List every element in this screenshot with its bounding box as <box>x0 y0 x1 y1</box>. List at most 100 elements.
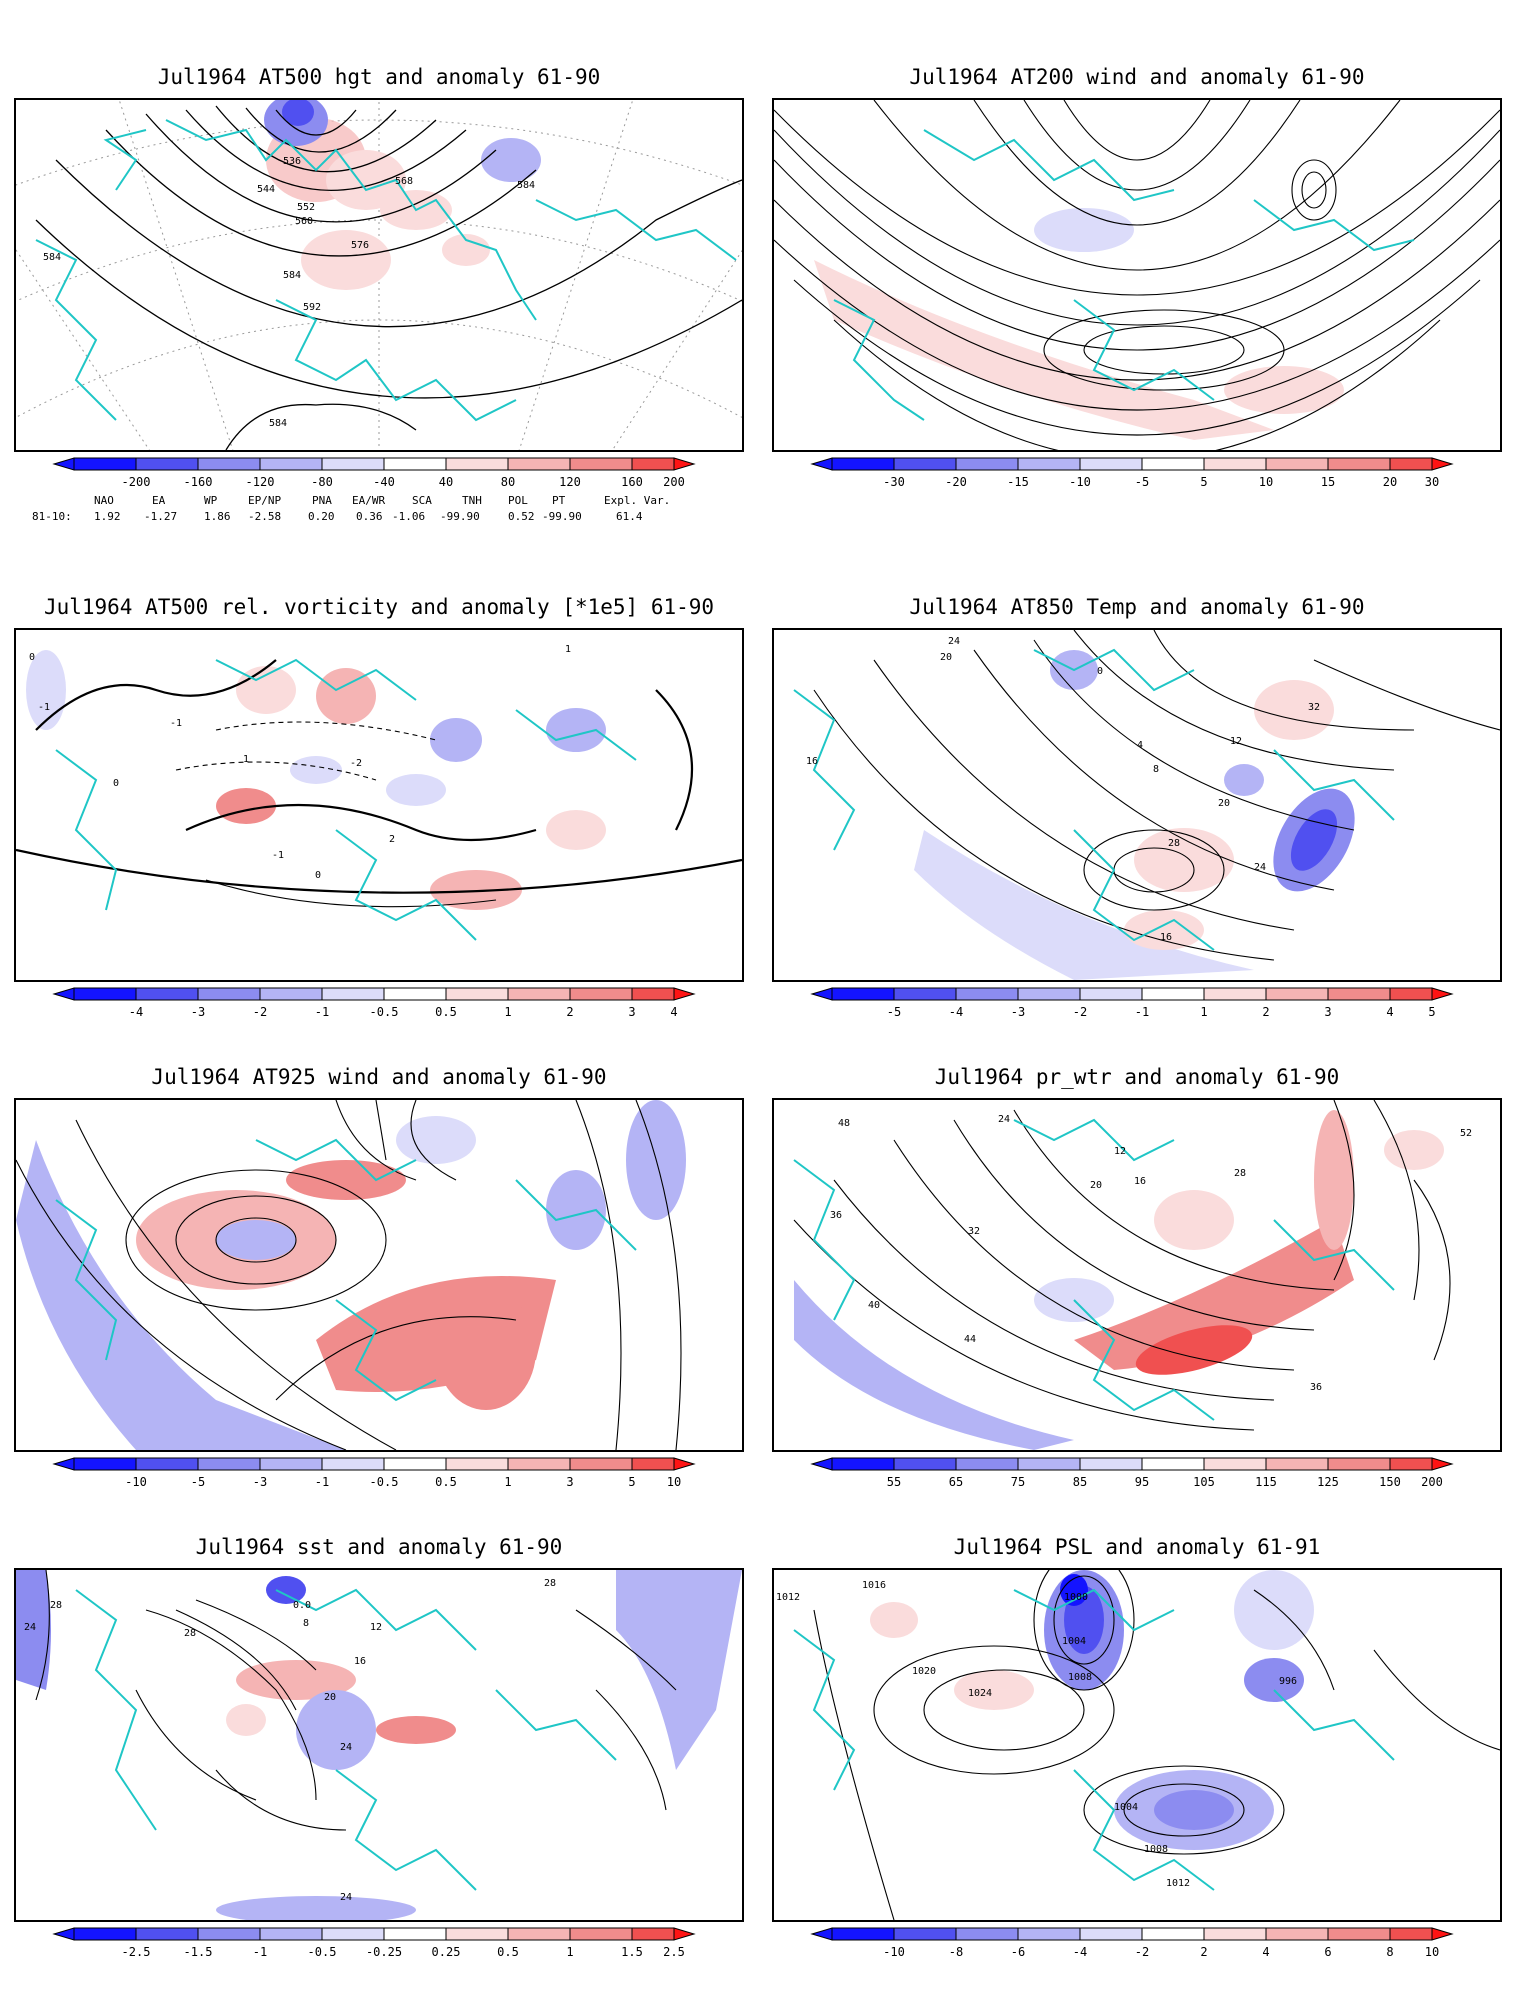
colorbar-tick: 65 <box>949 1475 963 1489</box>
map-hgt500: 536 544 552 560 568 576 584 584 592 584 … <box>14 98 744 452</box>
colorbar-tick: -5 <box>191 1475 205 1489</box>
colorbar-tick: 5 <box>628 1475 635 1489</box>
contour-label: 1000 <box>1064 1592 1088 1603</box>
colorbar-tick: 1 <box>504 1005 511 1019</box>
index-header: NAO <box>94 494 114 507</box>
colorbar-tick: -5 <box>887 1005 901 1019</box>
contour-label: 44 <box>964 1334 976 1345</box>
colorbar-tick: -6 <box>1011 1945 1025 1959</box>
colorbar-tick: 80 <box>501 475 515 489</box>
contour-label: 1004 <box>1114 1802 1138 1813</box>
contour-label: 584 <box>269 418 287 429</box>
contour-label: 576 <box>351 240 369 251</box>
colorbar-tick: 1 <box>1200 1005 1207 1019</box>
colorbar-tick: -15 <box>1007 475 1029 489</box>
contour-label: 16 <box>1160 932 1172 943</box>
panel-title: Jul1964 pr_wtr and anomaly 61-90 <box>934 1065 1340 1089</box>
colorbar-tick: -2.5 <box>122 1945 151 1959</box>
index-header: Expl. Var. <box>604 494 671 507</box>
colorbar-graphic: -200 -160 -120 -80 -40 40 80 120 160 200 <box>52 457 696 489</box>
map-prwtr: 48 36 32 24 12 16 20 40 44 52 28 36 <box>772 1098 1502 1452</box>
contour-label: 584 <box>517 180 535 191</box>
contour-label: 8 <box>303 1618 309 1629</box>
contour-label: 28 <box>544 1578 556 1589</box>
colorbar: 55 65 75 85 95 105 115 125 150 200 <box>810 1457 1472 1492</box>
colorbar-tick: -1 <box>315 1005 329 1019</box>
colorbar: -5 -4 -3 -2 -1 1 2 3 4 5 <box>810 987 1472 1022</box>
contour-label: 0 <box>1097 666 1103 677</box>
contour-label: 36 <box>830 1210 842 1221</box>
colorbar-tick: 2 <box>1262 1005 1269 1019</box>
colorbar-tick: 2 <box>566 1005 573 1019</box>
contour-label: 0 <box>113 778 119 789</box>
contour-label: 28 <box>184 1628 196 1639</box>
panel-title: Jul1964 sst and anomaly 61-90 <box>195 1535 563 1559</box>
colorbar-tick: -160 <box>184 475 213 489</box>
colorbar-tick: 30 <box>1425 475 1439 489</box>
colorbar-tick: 6 <box>1324 1945 1331 1959</box>
colorbar-tick: -0.5 <box>370 1005 399 1019</box>
index-value: 0.52 <box>508 510 535 523</box>
contour-label: 0 <box>315 870 321 881</box>
colorbar-tick: 40 <box>439 475 453 489</box>
contour-label: 1008 <box>1068 1672 1092 1683</box>
colorbar-tick: -0.5 <box>370 1475 399 1489</box>
contour-label: 24 <box>948 636 960 647</box>
contour-label: 48 <box>838 1118 850 1129</box>
colorbar-tick: 55 <box>887 1475 901 1489</box>
colorbar-graphic: 55 65 75 85 95 105 115 125 150 200 <box>810 1457 1454 1489</box>
colorbar-tick: -8 <box>949 1945 963 1959</box>
map-psl: 1016 1012 1020 1024 1000 1004 1008 996 1… <box>772 1568 1502 1922</box>
contour-label: 536 <box>283 156 301 167</box>
contour-label: 20 <box>324 1692 336 1703</box>
colorbar-tick: -2 <box>253 1005 267 1019</box>
colorbar-tick: 95 <box>1135 1475 1149 1489</box>
colorbar-tick: -0.25 <box>366 1945 402 1959</box>
colorbar-tick: 5 <box>1428 1005 1435 1019</box>
contour-label: 12 <box>1230 736 1242 747</box>
colorbar-tick: 0.5 <box>435 1475 457 1489</box>
index-header: TNH <box>462 494 482 507</box>
colorbar-tick: 0.25 <box>432 1945 461 1959</box>
map-graphic: 24 20 16 12 8 4 0 28 32 20 16 24 <box>793 630 1500 980</box>
contour-label: 32 <box>1308 702 1320 713</box>
contour-label: 1012 <box>1166 1878 1190 1889</box>
contour-label: 12 <box>1114 1146 1126 1157</box>
index-value: -99.90 <box>542 510 582 523</box>
colorbar-tick: 10 <box>1425 1945 1439 1959</box>
contour-label: -1 <box>38 702 50 713</box>
colorbar-tick: 115 <box>1255 1475 1277 1489</box>
colorbar-tick: -10 <box>883 1945 905 1959</box>
colorbar: -200 -160 -120 -80 -40 40 80 120 160 200 <box>52 457 714 492</box>
colorbar-tick: 200 <box>663 475 685 489</box>
contour-label: 24 <box>24 1622 36 1633</box>
index-value: 1.86 <box>204 510 231 523</box>
colorbar-graphic: -10 -5 -3 -1 -0.5 0.5 1 3 5 10 <box>52 1457 696 1489</box>
colorbar-tick: 5 <box>1200 475 1207 489</box>
colorbar: -10 -8 -6 -4 -2 2 4 6 8 10 <box>810 1927 1472 1962</box>
contour-label: 1 <box>243 754 249 765</box>
colorbar-graphic: -2.5 -1.5 -1 -0.5 -0.25 0.25 0.5 1 1.5 2… <box>52 1927 696 1959</box>
colorbar-tick: 3 <box>566 1475 573 1489</box>
map-graphic <box>16 1100 686 1450</box>
colorbar-tick: 4 <box>670 1005 677 1019</box>
colorbar-tick: 3 <box>1324 1005 1331 1019</box>
contour-label: 1024 <box>968 1688 992 1699</box>
contour-label: 544 <box>257 184 275 195</box>
contour-label: 1016 <box>862 1580 886 1591</box>
contour-label: 1004 <box>1062 1636 1086 1647</box>
colorbar-tick: 1 <box>566 1945 573 1959</box>
colorbar-tick: 0.5 <box>435 1005 457 1019</box>
contour-label: 20 <box>1090 1180 1102 1191</box>
colorbar-tick: -40 <box>373 475 395 489</box>
colorbar-tick: 160 <box>621 475 643 489</box>
contour-label: 0 <box>29 652 35 663</box>
contour-label: 584 <box>43 252 61 263</box>
colorbar-tick: 85 <box>1073 1475 1087 1489</box>
colorbar: -30 -20 -15 -10 -5 5 10 15 20 30 <box>810 457 1472 492</box>
colorbar-tick: 200 <box>1421 1475 1443 1489</box>
colorbar-tick: -1 <box>315 1475 329 1489</box>
colorbar-graphic: -30 -20 -15 -10 -5 5 10 15 20 30 <box>810 457 1454 489</box>
map-sst: 24 28 28 8 12 16 20 24 28 24 0.0 <box>14 1568 744 1922</box>
colorbar-graphic: -10 -8 -6 -4 -2 2 4 6 8 10 <box>810 1927 1454 1959</box>
